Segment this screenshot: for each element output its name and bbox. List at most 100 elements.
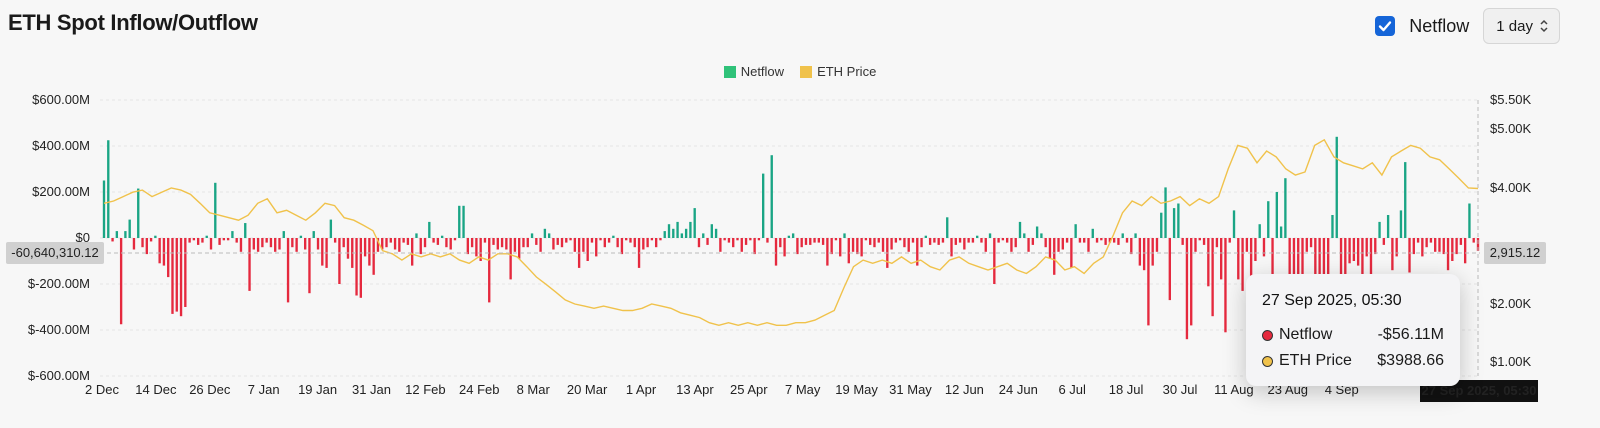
netflow-bar[interactable] xyxy=(714,228,718,238)
netflow-bar[interactable] xyxy=(483,238,487,243)
netflow-bar[interactable] xyxy=(308,238,311,294)
netflow-bar[interactable] xyxy=(916,238,919,266)
netflow-bar[interactable] xyxy=(1404,162,1407,238)
netflow-bar[interactable] xyxy=(1237,238,1240,280)
netflow-bar[interactable] xyxy=(282,231,285,238)
netflow-checkbox[interactable] xyxy=(1375,16,1396,36)
netflow-bar[interactable] xyxy=(128,219,131,238)
netflow-bar[interactable] xyxy=(440,235,444,238)
netflow-bar[interactable] xyxy=(766,238,769,243)
netflow-bar[interactable] xyxy=(1027,238,1030,252)
netflow-bar[interactable] xyxy=(149,238,153,242)
netflow-bar[interactable] xyxy=(843,233,846,238)
netflow-bar[interactable] xyxy=(1476,238,1480,251)
netflow-bar[interactable] xyxy=(633,238,636,248)
netflow-bar[interactable] xyxy=(1468,203,1471,239)
netflow-bar[interactable] xyxy=(1446,238,1450,271)
netflow-bar[interactable] xyxy=(1074,224,1077,238)
netflow-bar[interactable] xyxy=(184,238,187,307)
netflow-bar[interactable] xyxy=(988,233,992,238)
netflow-bar[interactable] xyxy=(265,238,268,243)
netflow-bar[interactable] xyxy=(256,238,260,252)
netflow-bar[interactable] xyxy=(693,208,696,238)
netflow-bar[interactable] xyxy=(235,238,238,243)
netflow-bar[interactable] xyxy=(479,238,482,261)
netflow-bar[interactable] xyxy=(856,238,859,255)
netflow-bar[interactable] xyxy=(342,238,345,248)
netflow-bar[interactable] xyxy=(791,233,795,238)
netflow-bar[interactable] xyxy=(226,238,230,241)
netflow-bar[interactable] xyxy=(1202,238,1206,245)
netflow-bar[interactable] xyxy=(1211,238,1214,317)
netflow-bar[interactable] xyxy=(1031,238,1035,245)
netflow-bar[interactable] xyxy=(415,233,418,238)
netflow-bar[interactable] xyxy=(1228,238,1231,243)
netflow-bar[interactable] xyxy=(774,238,778,266)
netflow-bar[interactable] xyxy=(1168,238,1171,301)
netflow-bar[interactable] xyxy=(877,238,880,243)
netflow-bar[interactable] xyxy=(903,238,906,248)
netflow-bar[interactable] xyxy=(1091,228,1094,238)
netflow-bar[interactable] xyxy=(205,235,208,238)
netflow-bar[interactable] xyxy=(423,238,427,248)
netflow-bar[interactable] xyxy=(1258,224,1261,238)
netflow-bar[interactable] xyxy=(1262,238,1266,257)
netflow-bar[interactable] xyxy=(466,238,470,255)
netflow-bar[interactable] xyxy=(1288,238,1291,280)
netflow-bar[interactable] xyxy=(376,238,380,252)
netflow-bar[interactable] xyxy=(1386,215,1390,238)
netflow-bar[interactable] xyxy=(338,238,341,284)
netflow-bar[interactable] xyxy=(496,238,499,250)
netflow-bar[interactable] xyxy=(1048,238,1052,259)
netflow-bar[interactable] xyxy=(1177,203,1180,239)
netflow-bar[interactable] xyxy=(723,238,726,241)
netflow-bar[interactable] xyxy=(920,238,923,248)
netflow-bar[interactable] xyxy=(689,221,692,238)
netflow-bar[interactable] xyxy=(796,238,799,255)
netflow-bar[interactable] xyxy=(475,238,478,257)
netflow-bar[interactable] xyxy=(1399,210,1403,238)
netflow-bar[interactable] xyxy=(573,238,577,252)
netflow-bar[interactable] xyxy=(449,238,452,250)
netflow-bar[interactable] xyxy=(924,235,928,238)
netflow-bar[interactable] xyxy=(1382,238,1386,245)
netflow-bar[interactable] xyxy=(141,238,144,248)
netflow-bar[interactable] xyxy=(556,238,559,245)
netflow-bar[interactable] xyxy=(1065,238,1069,243)
netflow-bar[interactable] xyxy=(1005,238,1009,243)
netflow-bar[interactable] xyxy=(115,231,119,238)
netflow-bar[interactable] xyxy=(911,238,915,243)
netflow-bar[interactable] xyxy=(753,238,756,255)
netflow-bar[interactable] xyxy=(702,233,705,238)
netflow-bar[interactable] xyxy=(492,238,495,245)
legend-item-netflow[interactable]: Netflow xyxy=(723,64,784,79)
netflow-bar[interactable] xyxy=(1061,238,1064,250)
netflow-bar[interactable] xyxy=(119,238,123,325)
netflow-bar[interactable] xyxy=(1172,208,1176,238)
netflow-bar[interactable] xyxy=(676,221,679,238)
netflow-bar[interactable] xyxy=(355,238,358,296)
legend-item-eth-price[interactable]: ETH Price xyxy=(800,64,876,79)
netflow-bar[interactable] xyxy=(1087,238,1090,252)
netflow-bar[interactable] xyxy=(629,238,632,243)
netflow-bar[interactable] xyxy=(526,238,529,248)
netflow-bar[interactable] xyxy=(740,238,743,252)
netflow-bar[interactable] xyxy=(1421,238,1424,257)
netflow-bar[interactable] xyxy=(770,155,773,238)
netflow-bar[interactable] xyxy=(402,238,405,243)
netflow-bar[interactable] xyxy=(346,238,350,259)
netflow-bar[interactable] xyxy=(1130,238,1133,255)
netflow-bar[interactable] xyxy=(363,238,367,257)
netflow-bar[interactable] xyxy=(470,238,474,248)
netflow-bar[interactable] xyxy=(1035,226,1039,239)
netflow-bar[interactable] xyxy=(821,238,825,245)
netflow-bar[interactable] xyxy=(1378,221,1381,238)
netflow-bar[interactable] xyxy=(813,238,816,243)
netflow-bar[interactable] xyxy=(132,238,136,250)
netflow-bar[interactable] xyxy=(933,238,936,243)
netflow-bar[interactable] xyxy=(201,238,204,243)
netflow-bar[interactable] xyxy=(107,140,110,238)
netflow-bar[interactable] xyxy=(1095,238,1099,243)
netflow-bar[interactable] xyxy=(954,238,957,245)
